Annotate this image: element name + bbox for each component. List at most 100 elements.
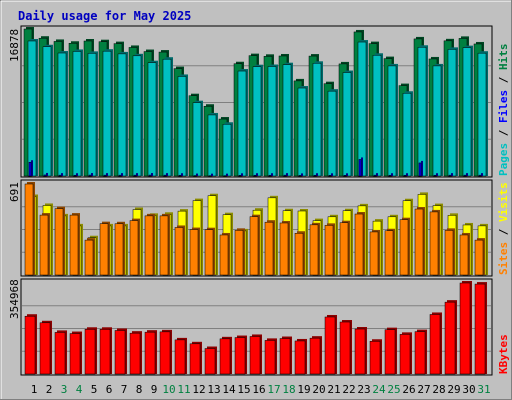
sites-bar-day-5-face <box>84 239 94 276</box>
files-bar-day-17-face <box>268 174 272 177</box>
files-bar-day-23-shadow <box>361 157 363 176</box>
files-bar-day-25-face <box>388 174 392 177</box>
sites-bar-day-9-face <box>144 215 154 276</box>
sites-bar-day-31 <box>474 238 485 276</box>
pages-bar-day-31-face <box>477 52 487 177</box>
pages-bar-day-4 <box>72 49 83 177</box>
files-bar-day-1-shadow <box>31 160 33 176</box>
files-bar-day-13-shadow <box>211 173 213 176</box>
pages-bar-day-19 <box>297 86 308 177</box>
pages-bar-day-16-face <box>252 66 262 177</box>
files-bar-day-11-face <box>178 174 182 177</box>
files-bar-day-18-shadow <box>286 173 288 176</box>
kbytes-bar-day-24 <box>369 339 382 375</box>
files-bar-day-12 <box>193 173 198 177</box>
sites-bar-day-11-face <box>174 227 184 276</box>
files-bar-day-20-face <box>313 174 317 177</box>
kbytes-bar-day-6 <box>99 327 112 375</box>
kbytes-bar-day-10-face <box>159 331 171 375</box>
kbytes-bar-day-4-face <box>69 333 81 375</box>
pages-bar-day-24 <box>372 53 383 177</box>
files-bar-day-1-face <box>28 161 32 177</box>
pages-bar-day-31 <box>477 51 488 177</box>
kbytes-bar-day-18-face <box>279 338 291 375</box>
files-bar-day-6-shadow <box>106 173 108 176</box>
sites-bar-day-22 <box>339 220 350 276</box>
kbytes-bar-day-25 <box>384 327 397 375</box>
kbytes-bar-day-6-face <box>99 329 111 375</box>
pages-bar-day-11-face <box>177 76 187 177</box>
kbytes-bar-day-27-face <box>414 331 426 375</box>
kbytes-bar-day-8 <box>129 331 142 375</box>
day-label-27: 27 <box>417 383 430 396</box>
files-bar-day-3 <box>58 173 63 177</box>
pages-bar-day-3 <box>57 51 68 177</box>
sites-bar-day-17-face <box>264 221 274 276</box>
day-label-16: 16 <box>252 383 265 396</box>
files-bar-day-30 <box>463 173 468 177</box>
sites-bar-day-8-face <box>129 220 139 276</box>
files-bar-day-29 <box>448 173 453 177</box>
pages-bar-day-17 <box>267 64 278 177</box>
sites-bar-day-27-face <box>414 208 424 276</box>
files-bar-day-24-face <box>373 174 377 177</box>
files-bar-day-21-face <box>328 175 332 177</box>
pages-bar-day-25-face <box>387 65 397 177</box>
files-bar-day-12-shadow <box>196 173 198 176</box>
files-bar-day-27 <box>418 160 423 177</box>
kbytes-bar-day-13-face <box>204 348 216 375</box>
pages-bar-day-20 <box>312 61 323 177</box>
sites-bar-day-19-face <box>294 233 304 276</box>
files-bar-day-29-face <box>448 174 452 177</box>
day-label-10: 10 <box>162 383 175 396</box>
sites-bar-day-31-face <box>474 239 484 276</box>
kbytes-bar-day-21 <box>324 314 337 375</box>
pages-bar-day-12 <box>192 100 203 177</box>
files-bar-day-24-shadow <box>376 173 378 176</box>
sites-bar-day-23-face <box>354 213 364 276</box>
sites-bar-day-11 <box>174 225 185 276</box>
files-bar-day-19-face <box>298 175 302 177</box>
svg-text:Pages / Files / Hits: Pages / Files / Hits <box>497 44 510 177</box>
files-bar-day-25-shadow <box>391 173 393 176</box>
kbytes-bar-day-7 <box>114 328 127 375</box>
files-bar-day-30-shadow <box>466 173 468 176</box>
files-bar-day-9 <box>148 173 153 177</box>
pages-bar-day-2 <box>42 44 53 177</box>
pages-bar-day-6 <box>102 49 113 177</box>
files-bar-day-13 <box>208 173 213 177</box>
pages-bar-day-27-face <box>417 47 427 177</box>
kbytes-bar-day-12-face <box>189 343 201 375</box>
legend-pages: Pages <box>497 143 510 176</box>
files-bar-day-1 <box>28 160 33 177</box>
sites-bar-day-17 <box>264 220 275 276</box>
pages-bar-day-1 <box>27 39 38 177</box>
kbytes-bar-day-20-face <box>309 337 321 375</box>
files-bar-day-24 <box>373 173 378 177</box>
day-label-28: 28 <box>432 383 445 396</box>
sites-bar-day-20 <box>309 222 320 276</box>
visits-sites-bars <box>24 182 488 276</box>
files-bar-day-3-face <box>58 174 62 177</box>
kbytes-bar-day-26-face <box>399 334 411 375</box>
files-bar-day-7 <box>118 173 123 177</box>
legend-hits: Hits <box>497 44 510 71</box>
day-label-15: 15 <box>237 383 250 396</box>
pages-bar-day-17-face <box>267 66 277 177</box>
kbytes-bar-day-10 <box>159 329 172 375</box>
pages-bar-day-19-face <box>297 87 307 177</box>
sites-bar-day-7-face <box>114 223 124 276</box>
files-bar-day-26-face <box>403 174 407 177</box>
pages-bar-day-29 <box>447 47 458 177</box>
sites-bar-day-4 <box>69 213 80 276</box>
day-label-17: 17 <box>267 383 280 396</box>
files-bar-day-18 <box>283 173 288 177</box>
pages-bar-day-3-face <box>57 52 67 177</box>
sites-bar-day-4-face <box>69 214 79 276</box>
files-bar-day-17 <box>268 173 273 177</box>
sites-bar-day-27 <box>414 207 425 276</box>
files-bar-day-26 <box>403 173 408 177</box>
pages-bar-day-14-face <box>222 124 232 177</box>
pages-bar-day-16 <box>252 64 263 177</box>
